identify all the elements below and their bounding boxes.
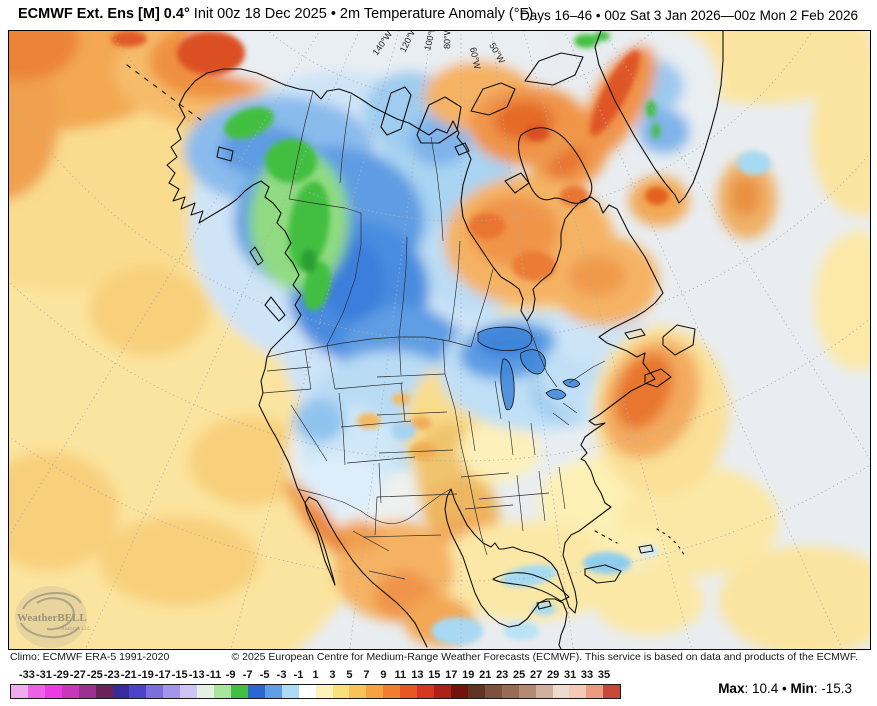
great-lakes [477,326,581,411]
colorbar-ticks: -33 -31 -29 -27 -25 -23 -21 -19 -17 -15 -13 -11 -9 -7… [10,669,621,682]
legend-tick: 33 [580,669,594,681]
legend-segment [552,685,570,698]
legend-tick: 23 [496,669,509,681]
legend-segment [518,685,536,698]
legend-segment [383,685,401,698]
legend-tick: -29 [52,669,69,681]
legend-segment [332,685,350,698]
legend-segment [11,685,28,698]
legend-tick: -23 [103,669,120,681]
meridian-label: 80°W [442,31,452,49]
legend-tick: 3 [329,669,336,681]
legend-tick: 15 [428,669,441,681]
legend-tick: -1 [293,669,304,681]
legend-tick: 25 [513,669,526,681]
legend-tick: -5 [259,669,270,681]
graticule [9,31,870,649]
legend-tick: 1 [312,669,319,681]
legend-bar [10,684,621,699]
map-canvas: 140°W 120°W 100°W 80°W 60°W 50°W WeatherBELL … [8,30,871,650]
legend-segment [569,685,587,698]
legend-tick: -33 [19,669,35,681]
legend-tick: -21 [120,669,137,681]
legend-tick: -19 [137,669,154,681]
anomaly-details [111,31,771,645]
legend-tick: -27 [69,669,86,681]
page-title: ECMWF Ext. Ens [M] 0.4° Init 00z 18 Dec … [18,6,533,22]
legend-segment [247,685,265,698]
legend-tick: 27 [530,669,543,681]
logo-subtext: Analytics LLC [61,627,92,632]
legend-segment [400,685,418,698]
legend-segment [366,685,384,698]
legend-segment [163,685,181,698]
legend-tick: 9 [380,669,387,681]
anomaly-shading [9,31,870,649]
legend-segment [586,685,604,698]
anomaly-map: 140°W 120°W 100°W 80°W60°W 50°W WeatherBELL … [9,31,870,649]
legend-tick: -13 [188,669,205,681]
stats-separator: • [778,681,791,696]
legend-segment [264,685,282,698]
legend-tick: 11 [394,669,407,681]
min-value: : -15.3 [813,681,852,696]
legend-segment [450,685,468,698]
legend-tick: -3 [276,669,287,681]
legend-tick: -9 [225,669,236,681]
legend-tick: -7 [242,669,253,681]
legend-segment [197,685,215,698]
legend-segment [281,685,299,698]
legend-segment [78,685,96,698]
legend-tick: 5 [346,669,353,681]
legend-segment [315,685,333,698]
valid-range-label: Days 16–46 • 00z Sat 3 Jan 2026—00z Mon … [520,8,858,23]
legend-segment [129,685,147,698]
legend-tick: 19 [462,669,475,681]
legend-segment [44,685,62,698]
legend-segment [417,685,435,698]
legend-segment [180,685,198,698]
max-value: : 10.4 [744,681,779,696]
meridian-label: 60°W [468,46,482,70]
legend-segment [230,685,248,698]
legend-segment [298,685,316,698]
legend-tick: -25 [86,669,103,681]
weatherbell-logo: WeatherBELL Analytics LLC [15,586,92,648]
legend-segment [112,685,130,698]
legend-segment [214,685,231,698]
min-label: Min [790,681,814,696]
legend-segment [27,685,45,698]
legend-segment [434,685,451,698]
legend-tick: 17 [445,669,458,681]
product-name: ECMWF Ext. Ens [M] 0.4° [18,6,190,22]
climo-label: Climo: ECMWF ERA-5 1991-2020 [10,651,170,663]
legend-segment [484,685,502,698]
legend-tick: -17 [154,669,171,681]
legend-tick: -11 [206,669,222,681]
state-borders [262,90,606,580]
legend-segment [61,685,79,698]
logo-text: WeatherBELL [17,612,87,624]
coastlines [126,31,724,649]
legend-tick: 13 [411,669,424,681]
max-label: Max [718,681,745,696]
legend-tick: 21 [479,669,492,681]
legend-tick: 31 [563,669,577,681]
product-subtitle: Init 00z 18 Dec 2025 • 2m Temperature An… [189,6,534,22]
legend-segment [95,685,113,698]
legend-tick: -15 [171,669,188,681]
legend-segment [349,685,367,698]
extremes-readout: Max: 10.4 • Min: -15.3 [718,681,852,696]
legend-tick: -31 [35,669,52,681]
legend-segment [467,685,485,698]
legend-segment [501,685,519,698]
legend-tick: 7 [363,669,370,681]
legend-tick: 35 [597,669,611,681]
legend-segment [146,685,164,698]
legend-segment [603,685,621,698]
legend-segment [535,685,553,698]
copyright-label: © 2025 European Centre for Medium-Range … [231,651,858,663]
legend-tick: 29 [546,669,560,681]
